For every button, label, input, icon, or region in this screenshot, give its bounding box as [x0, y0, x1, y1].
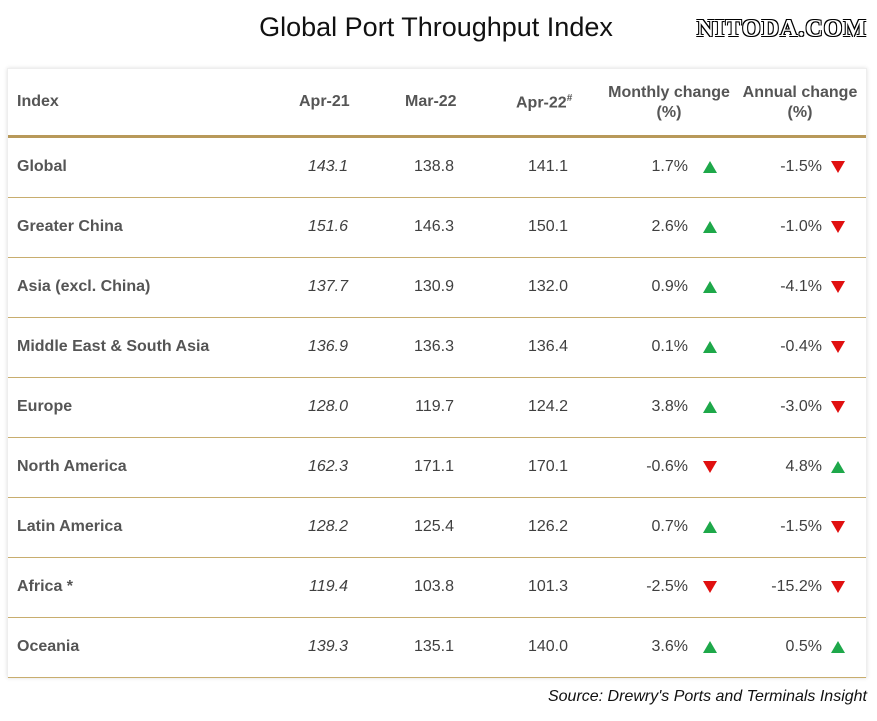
apr22-value: 101.3: [527, 578, 568, 595]
apr22-value: 141.1: [527, 158, 568, 175]
apr21-value: 128.0: [307, 398, 348, 415]
annual-change-value: 0.5%: [785, 638, 822, 655]
annual-change-value: -1.5%: [780, 518, 822, 535]
annual-change-value: -1.0%: [780, 218, 822, 235]
triangle-down-icon: [831, 341, 845, 353]
triangle-down-icon: [831, 581, 845, 593]
apr22-value: 136.4: [527, 338, 568, 355]
table-header: Index Apr-21 Mar-22 Apr-22# Monthly chan…: [8, 69, 866, 138]
header-monthly-line2: (%): [656, 104, 682, 121]
header-index: Index: [17, 93, 59, 110]
mar22-value: 125.4: [413, 518, 454, 535]
mar22-value: 136.3: [413, 338, 454, 355]
mar22-value: 171.1: [413, 458, 454, 475]
table-row: Oceania 139.3 135.1 140.0 3.6% 0.5%: [8, 618, 866, 678]
watermark-logo: NITODA.COM: [696, 16, 867, 42]
monthly-change-value: -2.5%: [646, 578, 688, 595]
monthly-change-value: -0.6%: [646, 458, 688, 475]
mar22-value: 130.9: [413, 278, 454, 295]
table-row: Greater China 151.6 146.3 150.1 2.6% -1.0%: [8, 198, 866, 258]
triangle-up-icon: [831, 461, 845, 473]
table-row: Global 143.1 138.8 141.1 1.7% -1.5%: [8, 138, 866, 198]
region-cell: Global: [17, 158, 67, 175]
annual-change-value: -3.0%: [780, 398, 822, 415]
triangle-up-icon: [703, 341, 717, 353]
apr21-value: 128.2: [307, 518, 348, 535]
triangle-down-icon: [831, 281, 845, 293]
monthly-change-value: 0.7%: [651, 518, 688, 535]
region-cell: Latin America: [17, 518, 123, 535]
region-cell: Oceania: [17, 638, 80, 655]
mar22-value: 119.7: [415, 398, 454, 415]
triangle-down-icon: [831, 161, 845, 173]
triangle-down-icon: [831, 401, 845, 413]
apr21-value: 151.6: [307, 218, 348, 235]
header-annual-line2: (%): [787, 104, 813, 121]
mar22-value: 138.8: [413, 158, 454, 175]
header-apr21: Apr-21: [299, 93, 350, 110]
triangle-up-icon: [703, 521, 717, 533]
annual-change-value: -4.1%: [780, 278, 822, 295]
table-row: Asia (excl. China) 137.7 130.9 132.0 0.9% -4.…: [8, 258, 866, 318]
monthly-change-value: 0.1%: [651, 338, 688, 355]
header-monthly-line1: Monthly change: [608, 84, 730, 101]
table-row: Europe 128.0 119.7 124.2 3.8% -3.0%: [8, 378, 866, 438]
apr22-value: 124.2: [527, 398, 568, 415]
annual-change-value: -1.5%: [780, 158, 822, 175]
monthly-change-value: 3.8%: [651, 398, 688, 415]
mar22-value: 135.1: [413, 638, 454, 655]
monthly-change-value: 0.9%: [651, 278, 688, 295]
triangle-up-icon: [703, 281, 717, 293]
header-annual-change: Annual change (%): [736, 83, 864, 123]
apr22-value: 170.1: [527, 458, 568, 475]
apr21-value: 119.4: [309, 578, 348, 595]
triangle-down-icon: [703, 461, 717, 473]
region-cell: Europe: [17, 398, 73, 415]
header-apr22: Apr-22#: [516, 93, 572, 112]
annual-change-value: -15.2%: [771, 578, 822, 595]
throughput-table: Index Apr-21 Mar-22 Apr-22# Monthly chan…: [7, 68, 867, 678]
triangle-down-icon: [831, 521, 845, 533]
source-note: Source: Drewry's Ports and Terminals Ins…: [547, 688, 867, 705]
apr22-value: 140.0: [527, 638, 568, 655]
table-row: Middle East & South Asia 136.9 136.3 136.4 0…: [8, 318, 866, 378]
triangle-up-icon: [831, 641, 845, 653]
region-cell: North America: [17, 458, 127, 475]
header-apr22-mark: #: [566, 93, 573, 104]
header-annual-line1: Annual change: [742, 84, 858, 101]
mar22-value: 146.3: [413, 218, 454, 235]
apr21-value: 162.3: [307, 458, 348, 475]
table-row: Africa * 119.4 103.8 101.3 -2.5% -15.2%: [8, 558, 866, 618]
apr22-value: 126.2: [527, 518, 568, 535]
triangle-up-icon: [703, 641, 717, 653]
header-monthly-change: Monthly change (%): [602, 83, 736, 123]
mar22-value: 103.8: [413, 578, 454, 595]
annual-change-value: 4.8%: [785, 458, 822, 475]
region-cell: Asia (excl. China): [17, 278, 151, 295]
monthly-change-value: 3.6%: [651, 638, 688, 655]
apr22-value: 150.1: [527, 218, 568, 235]
triangle-up-icon: [703, 221, 717, 233]
region-cell: Greater China: [17, 218, 123, 235]
apr21-value: 143.1: [307, 158, 348, 175]
triangle-down-icon: [831, 221, 845, 233]
monthly-change-value: 1.7%: [651, 158, 688, 175]
triangle-up-icon: [703, 161, 717, 173]
triangle-down-icon: [703, 581, 717, 593]
region-cell: Africa *: [17, 578, 74, 595]
triangle-up-icon: [703, 401, 717, 413]
header-apr22-label: Apr-22: [516, 94, 567, 112]
apr21-value: 139.3: [307, 638, 348, 655]
apr21-value: 137.7: [307, 278, 348, 295]
table-row: North America 162.3 171.1 170.1 -0.6% 4.8%: [8, 438, 866, 498]
apr21-value: 136.9: [307, 338, 348, 355]
page-title: Global Port Throughput Index: [259, 12, 613, 42]
table-row: Latin America 128.2 125.4 126.2 0.7% -1.5%: [8, 498, 866, 558]
header-mar22: Mar-22: [405, 93, 457, 110]
annual-change-value: -0.4%: [780, 338, 822, 355]
apr22-value: 132.0: [527, 278, 568, 295]
monthly-change-value: 2.6%: [651, 218, 688, 235]
region-cell: Middle East & South Asia: [17, 338, 210, 355]
